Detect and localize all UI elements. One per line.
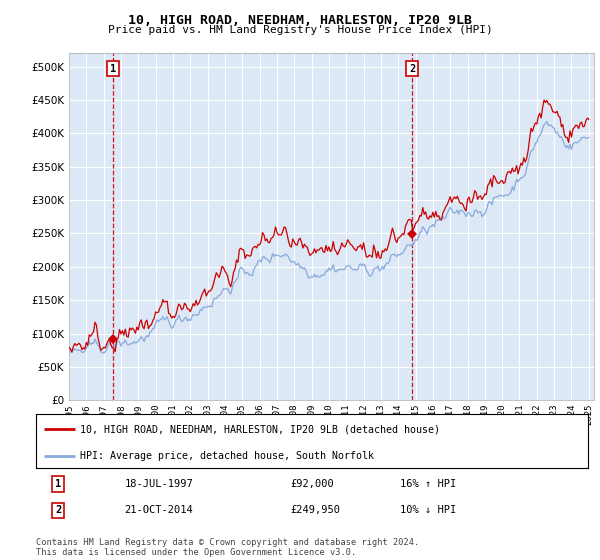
- Text: 10% ↓ HPI: 10% ↓ HPI: [400, 505, 457, 515]
- Text: 16% ↑ HPI: 16% ↑ HPI: [400, 479, 457, 489]
- Text: 1: 1: [55, 479, 61, 489]
- Text: 21-OCT-2014: 21-OCT-2014: [124, 505, 193, 515]
- Text: 18-JUL-1997: 18-JUL-1997: [124, 479, 193, 489]
- Text: £92,000: £92,000: [290, 479, 334, 489]
- Text: HPI: Average price, detached house, South Norfolk: HPI: Average price, detached house, Sout…: [80, 451, 374, 461]
- Text: 2: 2: [55, 505, 61, 515]
- Text: 2: 2: [409, 64, 415, 74]
- Text: Contains HM Land Registry data © Crown copyright and database right 2024.
This d: Contains HM Land Registry data © Crown c…: [36, 538, 419, 557]
- Text: 10, HIGH ROAD, NEEDHAM, HARLESTON, IP20 9LB: 10, HIGH ROAD, NEEDHAM, HARLESTON, IP20 …: [128, 14, 472, 27]
- Text: 10, HIGH ROAD, NEEDHAM, HARLESTON, IP20 9LB (detached house): 10, HIGH ROAD, NEEDHAM, HARLESTON, IP20 …: [80, 424, 440, 435]
- Text: 1: 1: [110, 64, 116, 74]
- Text: £249,950: £249,950: [290, 505, 340, 515]
- Text: Price paid vs. HM Land Registry's House Price Index (HPI): Price paid vs. HM Land Registry's House …: [107, 25, 493, 35]
